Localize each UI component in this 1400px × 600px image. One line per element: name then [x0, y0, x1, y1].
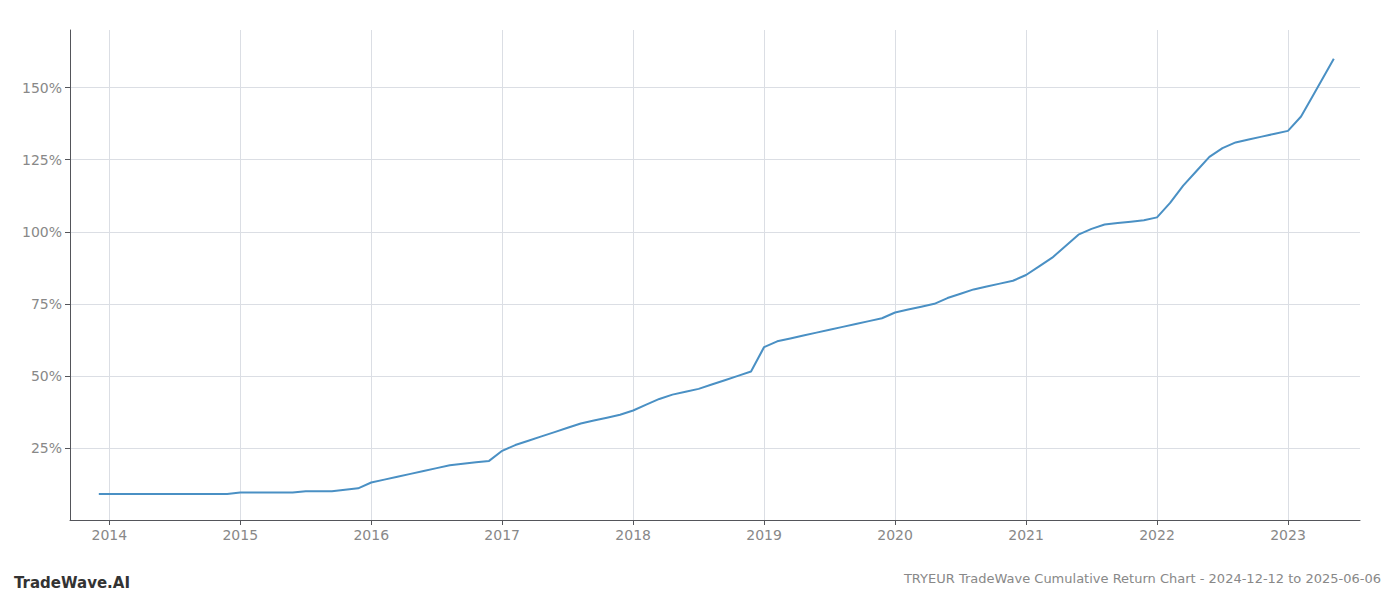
- svg-text:100%: 100%: [22, 224, 62, 240]
- svg-text:2016: 2016: [353, 527, 389, 543]
- svg-text:TRYEUR TradeWave Cumulative Re: TRYEUR TradeWave Cumulative Return Chart…: [903, 571, 1381, 586]
- svg-text:150%: 150%: [22, 80, 62, 96]
- svg-text:TradeWave.AI: TradeWave.AI: [14, 574, 130, 592]
- svg-text:2017: 2017: [484, 527, 520, 543]
- svg-text:2023: 2023: [1270, 527, 1306, 543]
- svg-text:2020: 2020: [877, 527, 913, 543]
- svg-text:125%: 125%: [22, 152, 62, 168]
- svg-text:2022: 2022: [1139, 527, 1175, 543]
- svg-text:2018: 2018: [615, 527, 651, 543]
- svg-text:25%: 25%: [31, 440, 62, 456]
- svg-text:50%: 50%: [31, 368, 62, 384]
- svg-text:75%: 75%: [31, 296, 62, 312]
- svg-text:2019: 2019: [746, 527, 782, 543]
- svg-text:2015: 2015: [222, 527, 258, 543]
- svg-text:2014: 2014: [91, 527, 127, 543]
- svg-text:2021: 2021: [1008, 527, 1044, 543]
